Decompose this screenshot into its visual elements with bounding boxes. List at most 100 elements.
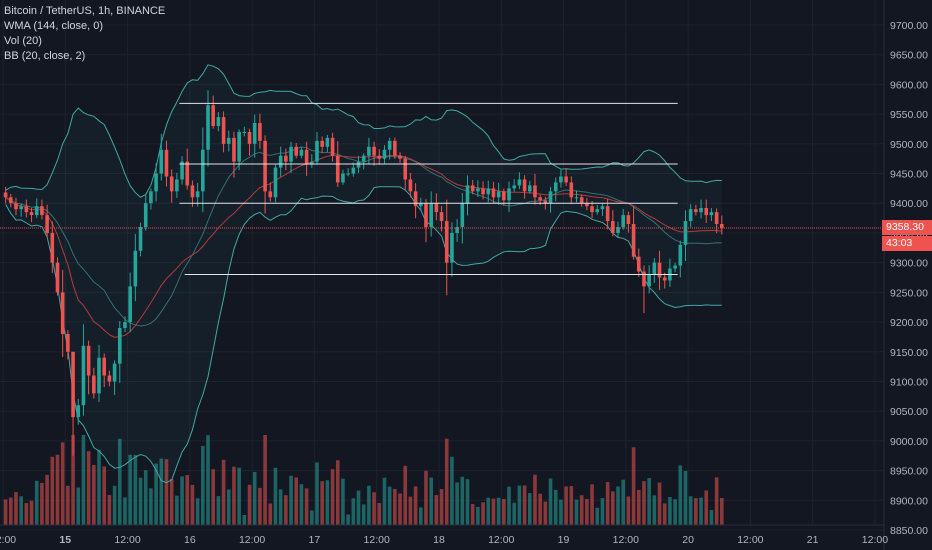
volume-bar — [195, 498, 200, 525]
candle-body — [289, 146, 293, 162]
volume-bar — [252, 472, 257, 525]
candle-body — [92, 375, 96, 394]
candle-body — [19, 206, 23, 210]
volume-bar — [585, 498, 589, 525]
candle-body — [657, 262, 662, 278]
volume-bar — [325, 480, 330, 525]
time-tick-label: 20 — [682, 534, 694, 546]
candle-body — [367, 146, 371, 156]
volume-bar — [491, 498, 496, 525]
time-tick-label: 12:00 — [114, 534, 140, 546]
volume-bar — [424, 470, 428, 525]
time-tick-label: 21 — [807, 534, 819, 546]
price-tick-label: 9600.00 — [890, 79, 928, 91]
bb-lower-line — [5, 186, 722, 484]
candle-body — [294, 146, 299, 156]
volume-bar — [559, 499, 563, 525]
volume-bar — [367, 485, 371, 525]
volume-bar — [507, 486, 511, 525]
candle-body — [621, 215, 626, 227]
volume-bar — [543, 501, 548, 525]
time-tick-label: 12:00 — [862, 534, 888, 546]
candle-body — [548, 191, 553, 204]
volume-bar — [71, 435, 75, 525]
volume-bar — [284, 495, 288, 525]
volume-bar — [709, 510, 714, 525]
candle-body — [626, 215, 631, 225]
volume-bar — [486, 497, 491, 525]
bb-fill — [5, 64, 722, 483]
volume-bar — [481, 502, 485, 525]
legend-wma[interactable]: WMA (144, close, 0) — [4, 20, 104, 32]
volume-bar — [517, 485, 522, 525]
candle-body — [569, 182, 574, 198]
candle-body — [278, 155, 283, 168]
candle-body — [678, 244, 683, 266]
volume-bars — [3, 435, 724, 525]
candle-body — [694, 209, 698, 213]
volume-bar — [631, 447, 636, 525]
price-tick-label: 9150.00 — [890, 347, 928, 359]
candle-body — [221, 117, 226, 144]
candle-body — [175, 179, 179, 192]
volume-bar — [143, 470, 148, 525]
candle-body — [149, 191, 153, 204]
candle-body — [699, 207, 703, 213]
horizontal-lines[interactable] — [179, 102, 678, 276]
volume-bar — [626, 496, 631, 525]
candle-body — [226, 137, 231, 144]
price-tick-label: 9550.00 — [890, 109, 928, 121]
volume-bar — [527, 493, 532, 525]
candle-body — [263, 140, 267, 192]
legend-volume[interactable]: Vol (20) — [4, 35, 42, 47]
price-tick-label: 9450.00 — [890, 169, 928, 181]
volume-bar — [92, 464, 96, 525]
candle-body — [647, 274, 651, 287]
candle-body — [574, 197, 579, 199]
candle-body — [299, 149, 304, 156]
candle-body — [60, 292, 65, 334]
volume-bar — [102, 466, 107, 525]
volume-bar — [24, 502, 29, 525]
volume-bar — [81, 435, 86, 525]
candle-body — [720, 224, 724, 229]
price-axis[interactable]: 9700.00 9650.00 9600.00 9550.00 9500.00 9450.… — [883, 0, 932, 550]
price-tick-label: 9200.00 — [890, 317, 928, 329]
volume-bar — [398, 493, 402, 525]
candle-body — [315, 140, 319, 162]
time-tick-label: 12:00 — [613, 534, 639, 546]
time-axis[interactable]: 12:00 15 12:00 16 12:00 17 12:00 18 12:00 19 12:00… — [0, 524, 888, 546]
candle-body — [605, 206, 610, 222]
volume-bar — [393, 488, 397, 525]
volume-bar — [455, 482, 459, 525]
candle-body — [3, 192, 8, 198]
legend-bb[interactable]: BB (20, close, 2) — [4, 50, 86, 62]
candle-body — [335, 155, 340, 183]
candle-body — [538, 197, 542, 201]
volume-bar — [8, 497, 13, 525]
time-tick-label: 18 — [433, 534, 445, 546]
candle-body — [418, 203, 423, 207]
candle-body — [683, 221, 688, 245]
volume-bar — [533, 474, 537, 525]
volume-bar — [387, 486, 392, 525]
volume-bar — [699, 497, 703, 525]
legend-symbol-title[interactable]: Bitcoin / TetherUS, 1h, BINANCE — [4, 5, 166, 17]
candle-body — [29, 212, 34, 216]
volume-bar — [268, 503, 273, 525]
time-tick-label: 12:00 — [239, 534, 265, 546]
time-tick-label: 12:00 — [0, 534, 16, 546]
volume-bar — [304, 488, 309, 525]
volume-bar — [356, 490, 361, 525]
volume-bar — [310, 510, 314, 525]
candle-body — [413, 191, 418, 207]
candle-body — [429, 203, 433, 227]
candle-body — [424, 203, 428, 227]
volume-bar — [278, 489, 283, 525]
volume-bar — [600, 498, 605, 525]
volume-bar — [470, 503, 475, 525]
candle-body — [543, 200, 548, 204]
candle-body — [14, 203, 18, 210]
volume-bar — [242, 514, 247, 525]
